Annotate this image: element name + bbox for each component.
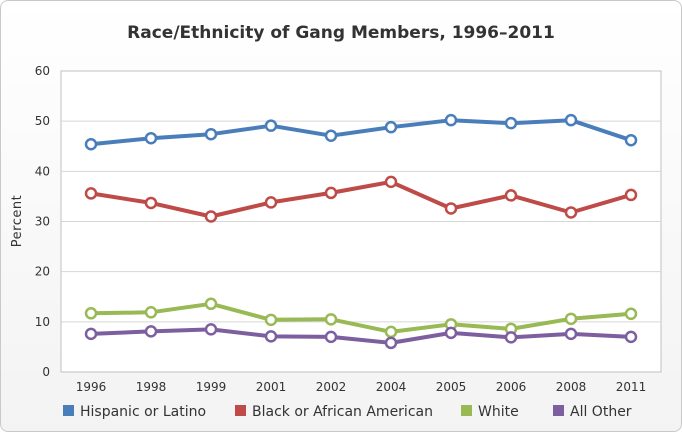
data-point-hispanic-or-latino[interactable]: [444, 113, 458, 127]
series-line-white[interactable]: [89, 301, 633, 334]
legend: Hispanic or Latino Black or African Ameri…: [63, 404, 632, 420]
data-point-all-other[interactable]: [84, 327, 98, 341]
data-point-black-or-african-american[interactable]: [444, 202, 458, 215]
x-tick-label: 2008: [556, 380, 587, 394]
data-point-all-other[interactable]: [204, 323, 218, 336]
data-point-black-or-african-american[interactable]: [84, 187, 98, 200]
x-tick-label: 2006: [496, 380, 527, 394]
data-point-all-other[interactable]: [384, 336, 398, 350]
y-axis-ticks: 0 10 20 30 40 50 60: [35, 64, 50, 379]
data-point-hispanic-or-latino[interactable]: [504, 116, 518, 130]
legend-swatch-all-other[interactable]: [553, 405, 564, 416]
data-point-all-other[interactable]: [264, 330, 278, 343]
x-tick-label: 1996: [76, 380, 107, 394]
data-point-all-other[interactable]: [624, 330, 638, 344]
legend-swatch-black-or-african-american[interactable]: [235, 405, 246, 416]
y-tick-label: 40: [35, 164, 50, 178]
x-axis-ticks: 1996 1998 1999 2001 2002 2004 2005 2006 2008 2011: [76, 380, 647, 394]
legend-label-all-other[interactable]: All Other: [570, 404, 632, 420]
data-point-white[interactable]: [84, 307, 98, 320]
x-tick-label: 2004: [376, 380, 407, 394]
series-group: [84, 113, 638, 350]
chart-title: Race/Ethnicity of Gang Members, 1996–201…: [127, 23, 555, 43]
legend-label-white[interactable]: White: [478, 404, 519, 420]
data-point-hispanic-or-latino[interactable]: [264, 119, 278, 132]
x-tick-label: 2002: [316, 380, 347, 394]
series-line-black-or-african-american[interactable]: [89, 179, 633, 219]
data-point-hispanic-or-latino[interactable]: [204, 127, 218, 141]
series-line-hispanic-or-latino[interactable]: [89, 118, 633, 147]
data-point-black-or-african-american[interactable]: [384, 175, 398, 189]
x-tick-label: 1999: [196, 380, 227, 394]
data-point-black-or-african-american[interactable]: [264, 196, 278, 209]
y-tick-label: 20: [35, 265, 50, 279]
data-point-hispanic-or-latino[interactable]: [144, 131, 158, 145]
legend-label-black-or-african-american[interactable]: Black or African American: [252, 404, 433, 420]
data-point-black-or-african-american[interactable]: [504, 189, 518, 202]
y-tick-label: 60: [35, 64, 50, 78]
data-point-white[interactable]: [264, 313, 278, 327]
data-point-black-or-african-american[interactable]: [144, 196, 158, 210]
data-point-all-other[interactable]: [324, 330, 338, 344]
data-point-hispanic-or-latino[interactable]: [84, 137, 98, 151]
y-tick-label: 10: [35, 315, 50, 329]
x-tick-label: 2011: [616, 380, 647, 394]
data-point-all-other[interactable]: [504, 331, 518, 344]
data-point-black-or-african-american[interactable]: [564, 206, 578, 219]
data-point-white[interactable]: [564, 312, 578, 326]
data-point-white[interactable]: [144, 306, 158, 319]
data-point-white[interactable]: [624, 307, 638, 321]
x-tick-label: 1998: [136, 380, 167, 394]
series-line-all-other[interactable]: [89, 327, 633, 345]
data-point-white[interactable]: [384, 325, 398, 339]
data-point-white[interactable]: [204, 297, 218, 311]
y-tick-label: 30: [35, 215, 50, 229]
data-point-white[interactable]: [324, 313, 338, 326]
data-point-black-or-african-american[interactable]: [324, 186, 338, 200]
y-axis-label: Percent: [10, 195, 25, 247]
data-point-hispanic-or-latino[interactable]: [564, 113, 578, 127]
data-point-hispanic-or-latino[interactable]: [324, 129, 338, 142]
data-point-hispanic-or-latino[interactable]: [384, 120, 398, 134]
data-point-all-other[interactable]: [444, 326, 458, 340]
data-point-black-or-african-american[interactable]: [624, 188, 638, 202]
data-point-hispanic-or-latino[interactable]: [624, 133, 638, 147]
data-point-all-other[interactable]: [564, 327, 578, 341]
x-tick-label: 2001: [256, 380, 287, 394]
legend-label-hispanic-or-latino[interactable]: Hispanic or Latino: [80, 404, 206, 420]
legend-swatch-hispanic-or-latino[interactable]: [63, 405, 74, 416]
data-point-black-or-african-american[interactable]: [204, 210, 218, 223]
x-tick-label: 2005: [436, 380, 467, 394]
y-tick-label: 50: [35, 114, 50, 128]
data-point-all-other[interactable]: [144, 325, 158, 338]
y-tick-label: 0: [42, 365, 50, 379]
legend-swatch-white[interactable]: [461, 405, 472, 416]
